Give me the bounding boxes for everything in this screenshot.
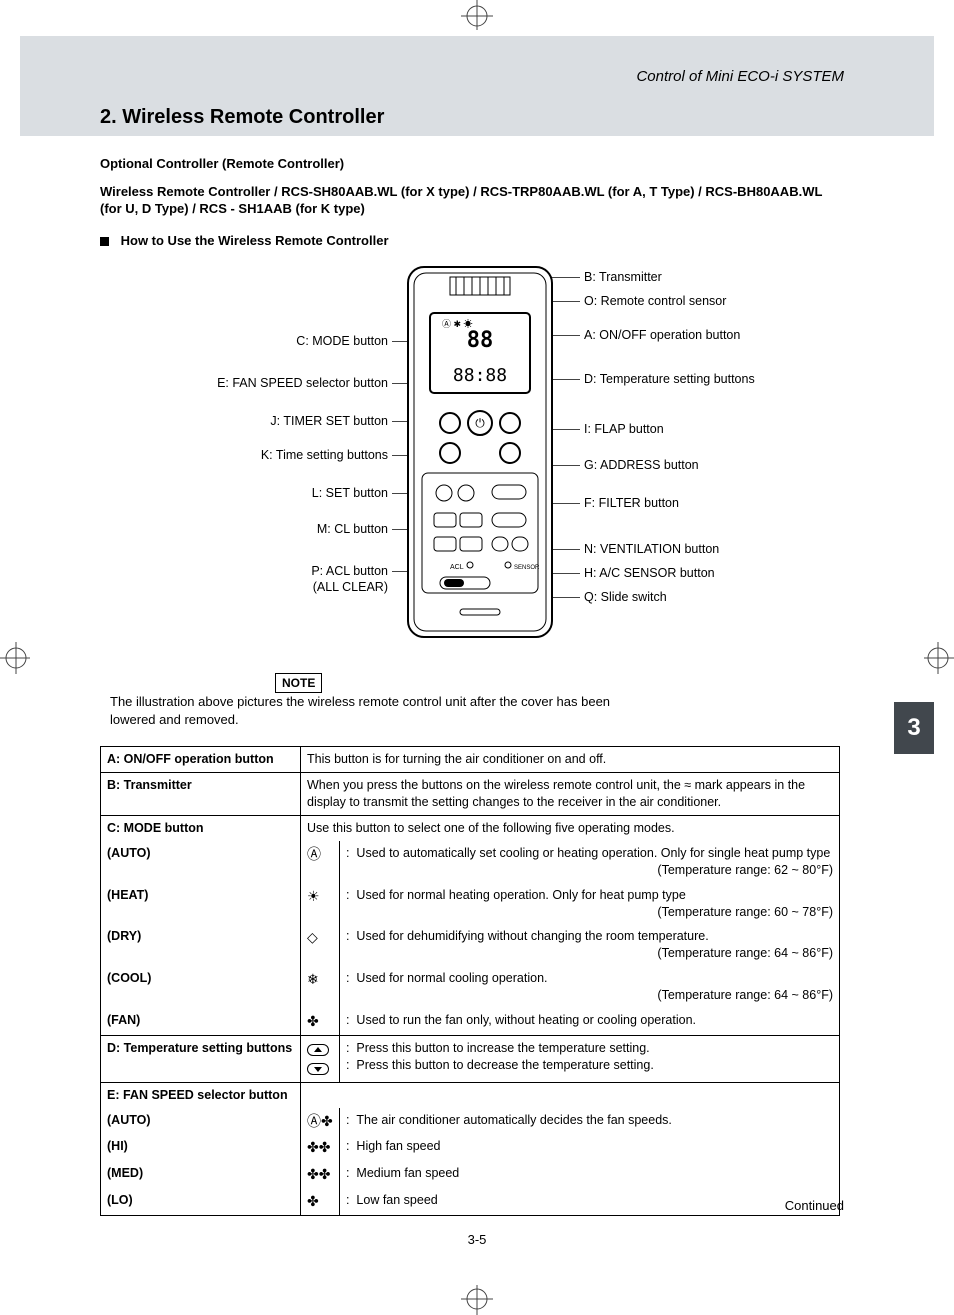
svg-text:88: 88 (467, 328, 494, 353)
callout-left: J: TIMER SET button (270, 413, 388, 430)
desc-C: Use this button to select one of the fol… (301, 816, 840, 841)
mode-icon: ☀ (301, 883, 340, 925)
table-row: E: FAN SPEED selector button (101, 1082, 840, 1107)
crop-mark-top (457, 0, 497, 30)
section-title: 2. Wireless Remote Controller (100, 106, 384, 129)
label-A: A: ON/OFF operation button (101, 747, 301, 773)
fan-desc: : The air conditioner automatically deci… (340, 1108, 840, 1135)
square-bullet-icon (100, 237, 109, 246)
note-label: NOTE (275, 673, 322, 693)
mode-key: (HEAT) (101, 883, 301, 925)
svg-text:⏻: ⏻ (475, 416, 485, 430)
table-row: B: Transmitter When you press the button… (101, 773, 840, 816)
callout-right: O: Remote control sensor (584, 293, 726, 310)
callout-right: H: A/C SENSOR button (584, 565, 715, 582)
mode-key: (AUTO) (101, 841, 301, 883)
fan-key: (HI) (101, 1134, 301, 1161)
desc-B: When you press the buttons on the wirele… (301, 773, 840, 816)
continued-label: Continued (785, 1198, 844, 1213)
callout-left: L: SET button (312, 485, 388, 502)
crop-mark-left (0, 638, 30, 678)
crop-mark-bottom (457, 1285, 497, 1315)
page-number: 3-5 (0, 1232, 954, 1247)
fan-key: (AUTO) (101, 1108, 301, 1135)
mode-desc: : Used for dehumidifying without changin… (340, 924, 840, 966)
table-row: (MED)✤✤: Medium fan speed (101, 1161, 840, 1188)
callout-right: I: FLAP button (584, 421, 664, 438)
fan-icon: ✤✤ (301, 1134, 340, 1161)
temp-up-icon (301, 1035, 340, 1082)
mode-icon: ✤ (301, 1008, 340, 1035)
chapter-tab: 3 (894, 702, 934, 754)
fan-icon: Ⓐ✤ (301, 1108, 340, 1135)
mode-key: (FAN) (101, 1008, 301, 1035)
crop-mark-right (924, 638, 954, 678)
note-text: The illustration above pictures the wire… (110, 693, 620, 728)
body-column: Optional Controller (Remote Controller) … (100, 155, 840, 1216)
callout-left: P: ACL button (311, 563, 388, 580)
running-head: Control of Mini ECO-i SYSTEM (636, 68, 844, 85)
mode-icon: ❄ (301, 966, 340, 1008)
svg-text:ACL: ACL (450, 564, 464, 571)
callout-right: B: Transmitter (584, 269, 662, 286)
mode-desc: : Used to automatically set cooling or h… (340, 841, 840, 883)
fan-desc: : Medium fan speed (340, 1161, 840, 1188)
table-row: A: ON/OFF operation button This button i… (101, 747, 840, 773)
table-row: (AUTO)Ⓐ: Used to automatically set cooli… (101, 841, 840, 883)
howto-title: How to Use the Wireless Remote Controlle… (121, 233, 389, 248)
table-row: (HI)✤✤: High fan speed (101, 1134, 840, 1161)
remote-illustration: 88 88:88 Ⓐ ✱ ☀ ⏻ (400, 263, 560, 643)
callout-right: F: FILTER button (584, 495, 679, 512)
fan-key: (MED) (101, 1161, 301, 1188)
callout-right: A: ON/OFF operation button (584, 327, 740, 344)
label-C: C: MODE button (101, 816, 301, 841)
table-row: (HEAT)☀: Used for normal heating operati… (101, 883, 840, 925)
intro-line2: Wireless Remote Controller / RCS-SH80AAB… (100, 183, 840, 218)
label-B: B: Transmitter (101, 773, 301, 816)
label-E: E: FAN SPEED selector button (101, 1082, 301, 1107)
svg-text:Ⓐ ✱ ☀: Ⓐ ✱ ☀ (442, 319, 473, 329)
fan-icon: ✤ (301, 1188, 340, 1215)
callout-right: Q: Slide switch (584, 589, 667, 606)
desc-D: : Press this button to increase the temp… (340, 1035, 840, 1082)
table-row: (FAN)✤: Used to run the fan only, withou… (101, 1008, 840, 1035)
howto-row: How to Use the Wireless Remote Controlle… (100, 232, 840, 250)
page-root: { "running_head": "Control of Mini ECO-i… (0, 0, 954, 1315)
definitions-table: A: ON/OFF operation button This button i… (100, 746, 840, 1216)
label-D: D: Temperature setting buttons (101, 1035, 301, 1082)
callout-left: C: MODE button (296, 333, 388, 350)
table-row: (DRY)◇: Used for dehumidifying without c… (101, 924, 840, 966)
mode-key: (DRY) (101, 924, 301, 966)
table-row: (LO)✤: Low fan speed (101, 1188, 840, 1215)
note-row: NOTE The illustration above pictures the… (100, 673, 840, 728)
intro-line1: Optional Controller (Remote Controller) (100, 155, 840, 173)
fan-desc: : High fan speed (340, 1134, 840, 1161)
mode-desc: : Used for normal heating operation. Onl… (340, 883, 840, 925)
mode-key: (COOL) (101, 966, 301, 1008)
callout-left: M: CL button (317, 521, 388, 538)
fan-icon: ✤✤ (301, 1161, 340, 1188)
mode-icon: Ⓐ (301, 841, 340, 883)
callout-left: E: FAN SPEED selector button (217, 375, 388, 392)
table-row: (AUTO)Ⓐ✤: The air conditioner automatica… (101, 1108, 840, 1135)
mode-desc: : Used to run the fan only, without heat… (340, 1008, 840, 1035)
mode-icon: ◇ (301, 924, 340, 966)
desc-A: This button is for turning the air condi… (301, 747, 840, 773)
mode-desc: : Used for normal cooling operation.(Tem… (340, 966, 840, 1008)
table-row: (COOL)❄: Used for normal cooling operati… (101, 966, 840, 1008)
fan-desc: : Low fan speed (340, 1188, 840, 1215)
callout-left: (ALL CLEAR) (313, 579, 388, 596)
callout-right: G: ADDRESS button (584, 457, 699, 474)
svg-text:88:88: 88:88 (453, 365, 507, 386)
callout-right: N: VENTILATION button (584, 541, 719, 558)
remote-diagram: C: MODE button E: FAN SPEED selector butt… (100, 263, 840, 673)
table-row: C: MODE button Use this button to select… (101, 816, 840, 841)
table-row: D: Temperature setting buttons : Press t… (101, 1035, 840, 1082)
svg-text:SENSOR: SENSOR (514, 565, 540, 571)
callout-left: K: Time setting buttons (261, 447, 388, 464)
fan-key: (LO) (101, 1188, 301, 1215)
callout-right: D: Temperature setting buttons (584, 371, 755, 388)
